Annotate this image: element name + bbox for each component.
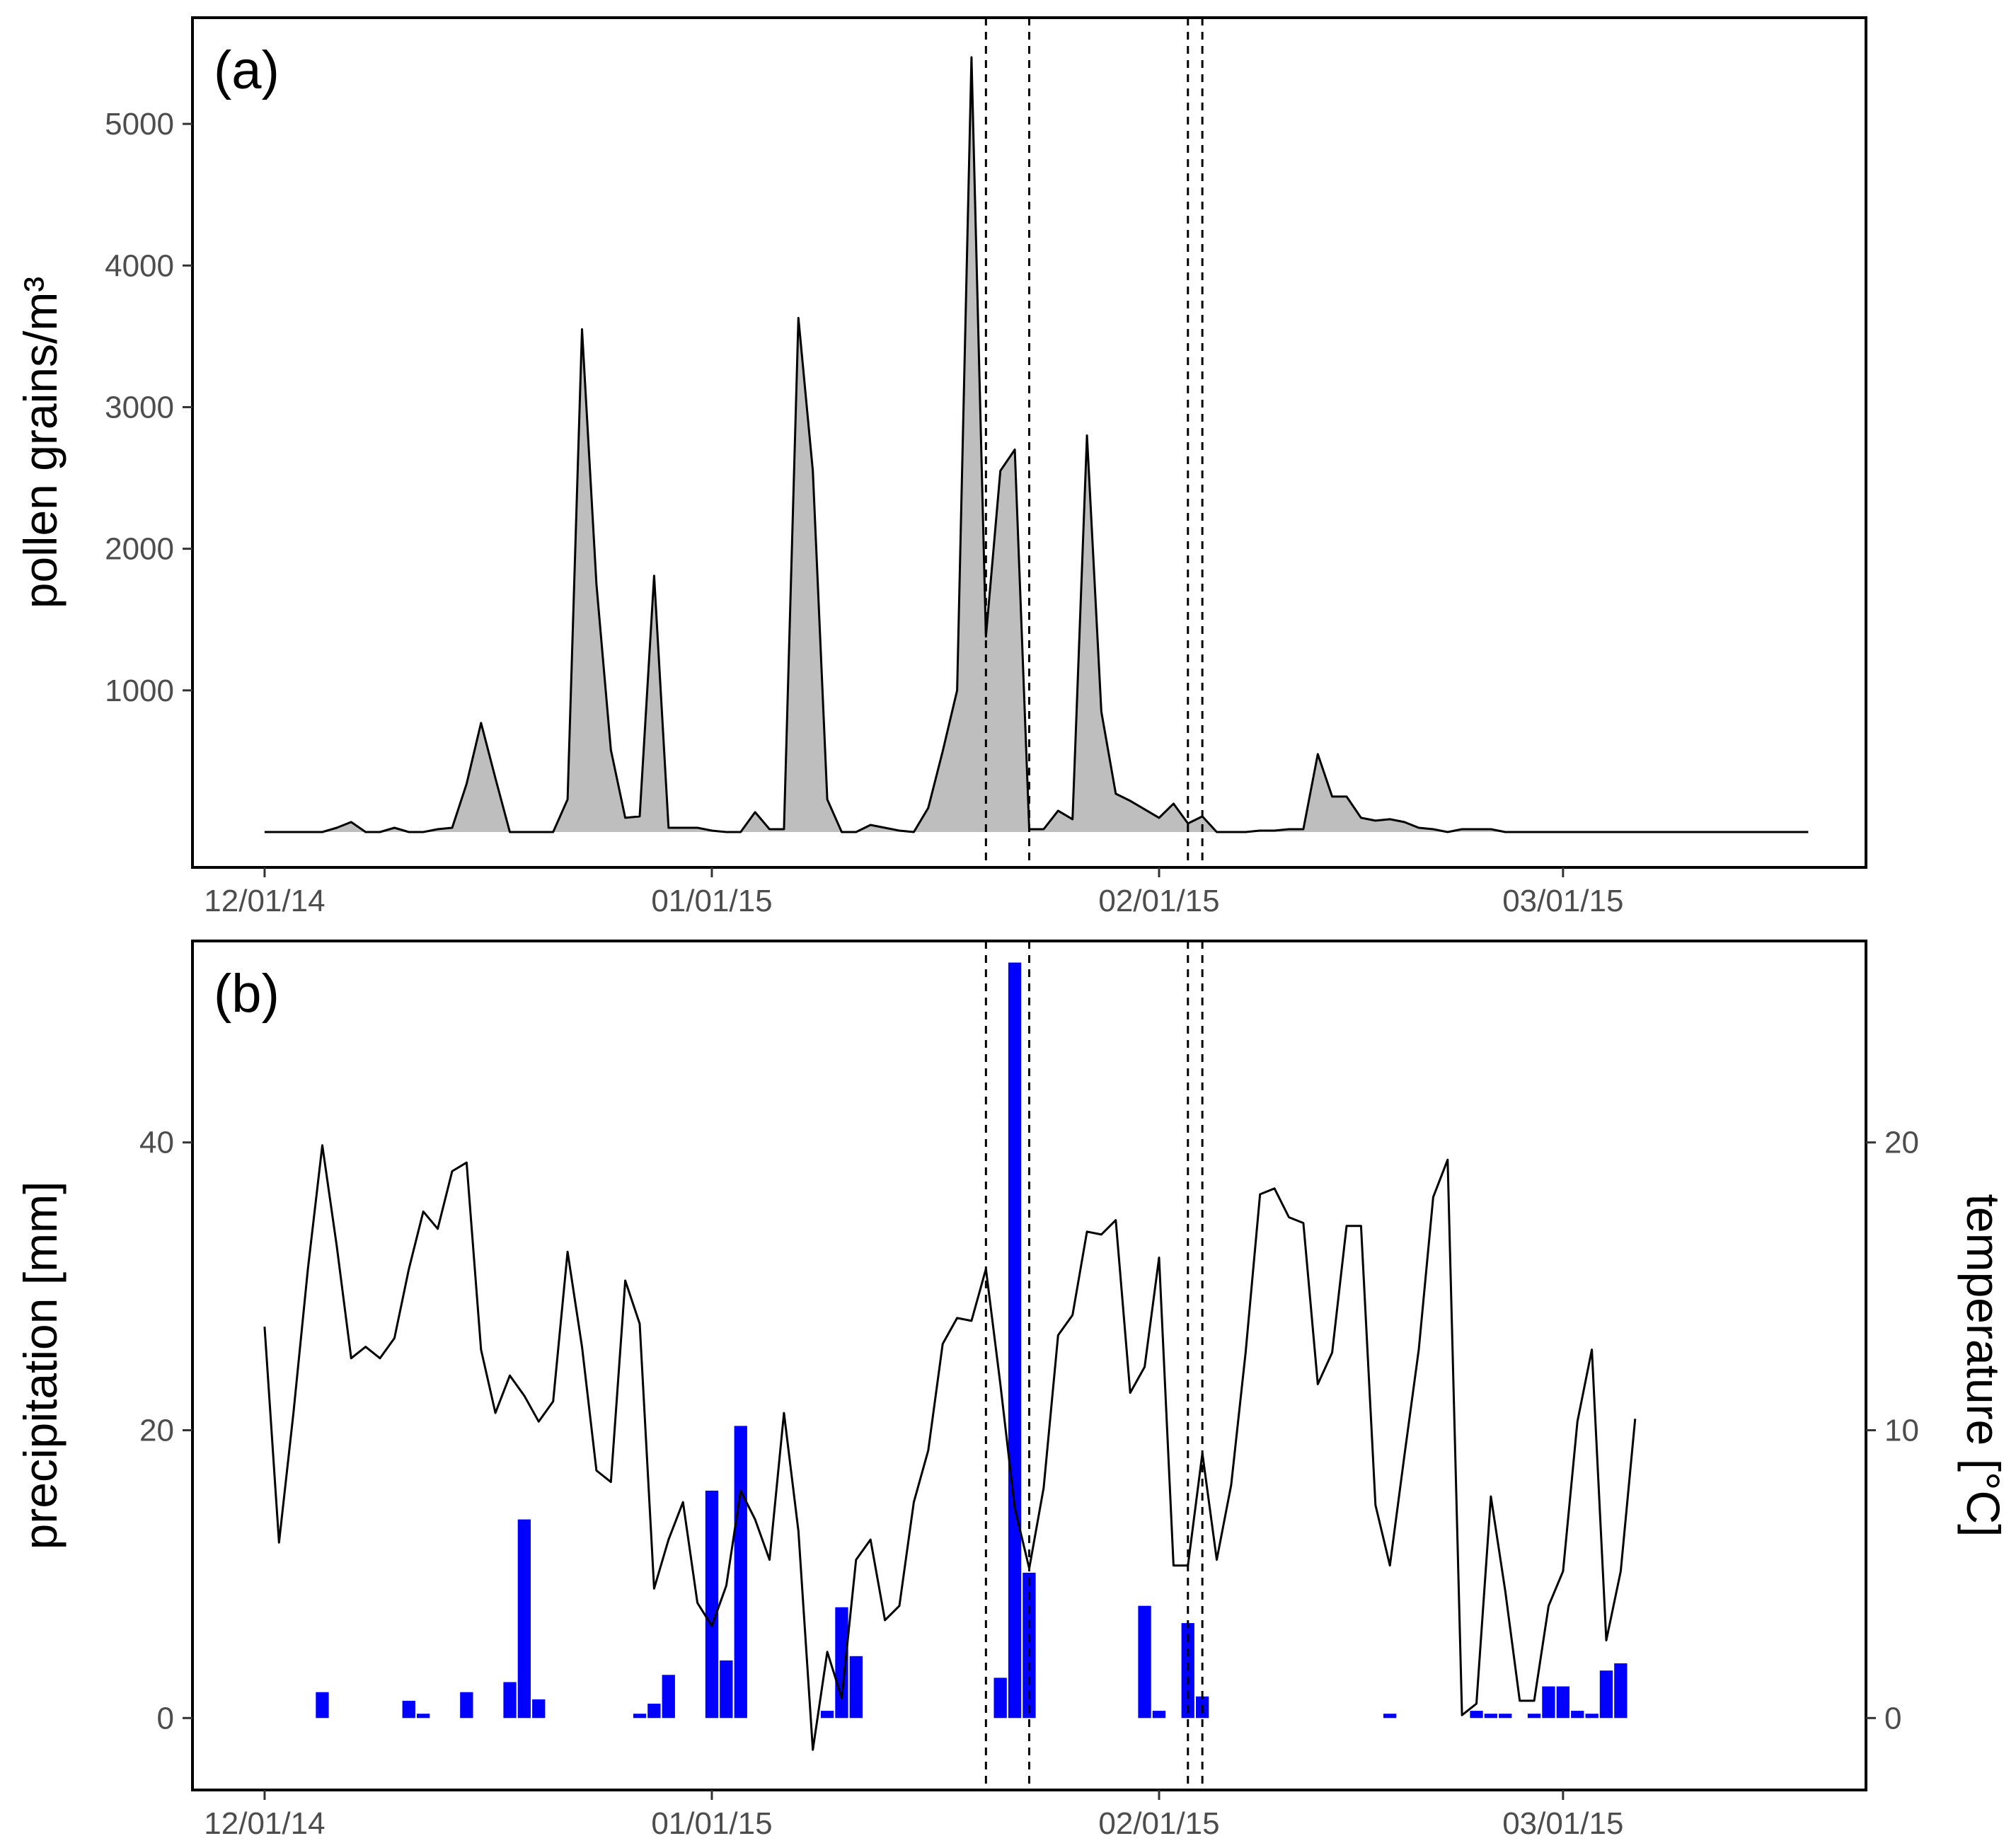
panel-b-y-axis-title: precipitation [mm]: [14, 1182, 67, 1550]
precip-bar: [460, 1692, 473, 1719]
precip-bar: [532, 1699, 546, 1719]
precip-bar: [820, 1711, 834, 1719]
y-tick-label: 4000: [105, 248, 174, 283]
precip-bar: [720, 1660, 733, 1719]
panel-a-marks: [264, 18, 1809, 867]
precip-bar: [1470, 1711, 1483, 1719]
panel-b-right-y-axis-title: temperature [°C]: [1957, 1194, 2010, 1537]
y-tick-label: 3000: [105, 390, 174, 425]
precip-bar: [849, 1656, 863, 1719]
precip-bar: [662, 1675, 675, 1719]
precip-bar: [993, 1677, 1007, 1719]
pollen-area: [264, 57, 1809, 832]
temperature-line: [263, 1144, 1637, 1751]
precip-bar: [1614, 1663, 1628, 1719]
precip-bar: [1556, 1686, 1569, 1719]
precip-bar: [734, 1426, 747, 1719]
panel-a-y-axis-title: pollen grains/m³: [14, 277, 67, 609]
pollen-line: [264, 56, 1809, 833]
precip-bar: [503, 1682, 517, 1719]
precip-bar: [1542, 1686, 1555, 1719]
right-y-tick-label: 0: [1884, 1701, 1901, 1736]
precip-bar: [1527, 1714, 1541, 1719]
precip-bar: [647, 1704, 661, 1719]
x-tick-label: 03/01/15: [1502, 1806, 1623, 1841]
precip-bar: [1585, 1714, 1599, 1719]
precip-bar: [1023, 1572, 1036, 1719]
panel-a-ticks: 12/01/14 01/01/15 02/01/15 03/01/15 1000 2000…: [105, 107, 1623, 918]
panel-a-label: (a): [214, 40, 280, 100]
x-tick-label: 02/01/15: [1098, 1806, 1219, 1841]
x-tick-label: 12/01/14: [204, 884, 325, 918]
precip-bar: [705, 1490, 719, 1719]
panel-b-label: (b): [214, 964, 280, 1024]
y-tick-label: 0: [157, 1701, 174, 1736]
y-tick-label: 1000: [105, 674, 174, 708]
right-y-tick-label: 10: [1884, 1414, 1919, 1448]
precip-bar: [1008, 962, 1022, 1719]
precip-bar: [402, 1700, 415, 1719]
x-tick-label: 01/01/15: [651, 884, 772, 918]
precip-bar: [1484, 1714, 1497, 1719]
x-tick-label: 01/01/15: [651, 1806, 772, 1841]
x-tick-label: 02/01/15: [1098, 884, 1219, 918]
precip-bar: [633, 1714, 647, 1719]
precip-bar: [1181, 1623, 1194, 1719]
precip-bar: [1138, 1605, 1151, 1719]
precip-bar: [1599, 1670, 1613, 1719]
y-tick-label: 5000: [105, 107, 174, 142]
panel-b: (b) precipitation [mm] temperature [°C] …: [14, 940, 2010, 1841]
precip-bar: [517, 1519, 531, 1719]
panel-b-ticks: 12/01/14 01/01/15 02/01/15 03/01/15 0 20 40 0 10…: [139, 1126, 1919, 1841]
precip-bar: [316, 1692, 329, 1719]
y-tick-label: 2000: [105, 532, 174, 567]
precip-bar: [1499, 1714, 1512, 1719]
precip-bar: [1152, 1711, 1166, 1719]
y-tick-label: 40: [139, 1126, 174, 1160]
panel-b-marks: [263, 941, 1637, 1790]
y-tick-label: 20: [139, 1414, 174, 1448]
precip-bar: [1383, 1714, 1397, 1719]
precip-bar: [417, 1714, 430, 1719]
x-tick-label: 12/01/14: [204, 1806, 325, 1841]
panel-a: (a) pollen grains/m³ 12/01/14 01/01/15 02/…: [14, 16, 1867, 918]
right-y-tick-label: 20: [1884, 1126, 1919, 1160]
precip-bar: [1571, 1711, 1584, 1719]
x-tick-label: 03/01/15: [1502, 884, 1623, 918]
